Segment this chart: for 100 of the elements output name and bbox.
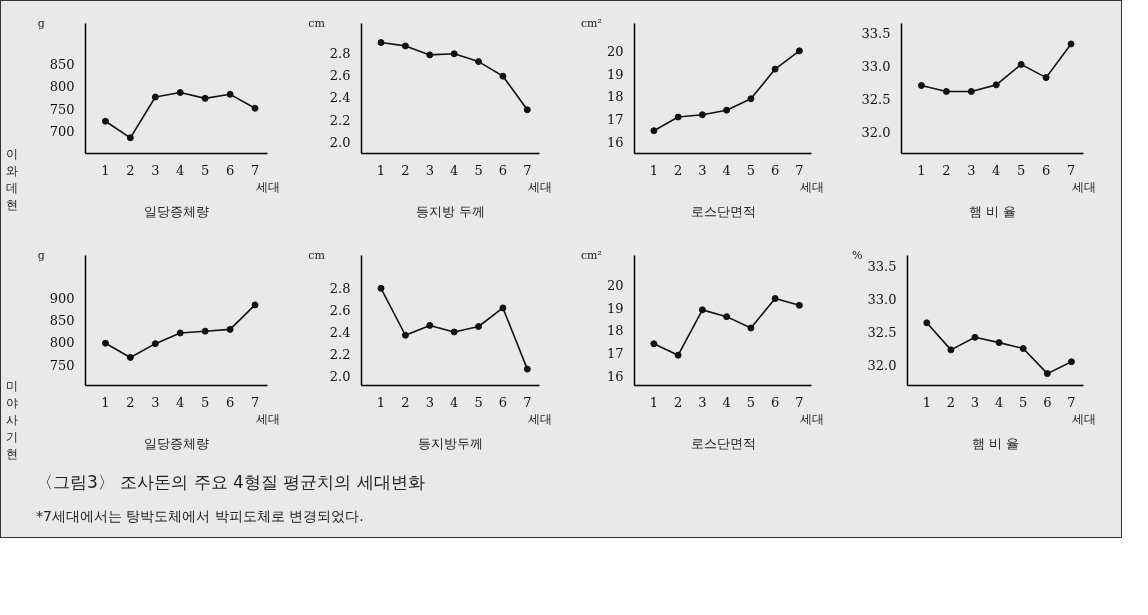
y-tick-label: 20 xyxy=(606,43,624,59)
x-tick-label: 5 xyxy=(746,162,756,178)
y-tick-label: 19 xyxy=(606,300,624,316)
point xyxy=(126,134,134,142)
point xyxy=(251,104,259,112)
point xyxy=(698,306,706,314)
x-tick-label: 4 xyxy=(722,394,731,410)
point xyxy=(201,94,209,102)
y-tick-label: 700 xyxy=(49,124,75,140)
y-axis-title: cm² xyxy=(580,17,602,30)
text: 〈그림3〉 조사돈의 주요 4형질 평균치의 세대변화 xyxy=(36,471,425,494)
text: *7세대에서는 탕박도체에서 박피도체로 변경되었다. xyxy=(36,507,364,526)
x-tick-label: 6 xyxy=(498,394,508,410)
point xyxy=(771,295,779,303)
point xyxy=(1067,40,1075,48)
point xyxy=(475,323,483,330)
x-tick-label: 5 xyxy=(474,394,483,410)
y-tick-label: 2.8 xyxy=(329,281,351,297)
point xyxy=(923,319,931,327)
point xyxy=(1019,345,1027,353)
y-tick-label: 33.5 xyxy=(861,26,891,42)
x-axis-title: 세대 xyxy=(255,411,280,426)
x-tick-label: 5 xyxy=(1017,162,1026,178)
x-tick-label: 3 xyxy=(151,162,160,178)
text: 일당증체량 xyxy=(144,435,209,451)
point xyxy=(1067,358,1075,366)
x-tick-label: 5 xyxy=(746,394,756,410)
point xyxy=(201,327,209,335)
x-tick-label: 6 xyxy=(1043,394,1052,410)
x-tick-label: 3 xyxy=(151,394,160,410)
x-tick-label: 7 xyxy=(795,162,804,178)
x-tick-label: 4 xyxy=(176,394,185,410)
point xyxy=(523,106,531,114)
x-tick-label: 7 xyxy=(250,394,260,410)
text: 등지방두께 xyxy=(418,435,483,451)
x-tick-label: 4 xyxy=(722,162,731,178)
point xyxy=(377,39,385,47)
point xyxy=(917,82,925,90)
y-axis-title: cm² xyxy=(580,249,602,262)
point xyxy=(226,325,234,333)
x-tick-label: 6 xyxy=(225,394,235,410)
x-tick-label: 1 xyxy=(649,162,659,178)
point xyxy=(176,329,184,337)
point xyxy=(151,93,159,101)
y-axis-title: cm xyxy=(308,249,326,262)
x-tick-label: 1 xyxy=(101,162,110,178)
y-tick-label: 2.2 xyxy=(329,112,351,128)
x-tick-label: 2 xyxy=(126,394,135,410)
x-tick-label: 1 xyxy=(649,394,659,410)
y-tick-label: 32.5 xyxy=(861,92,891,108)
x-tick-label: 1 xyxy=(922,394,931,410)
y-tick-label: 2.2 xyxy=(329,346,351,362)
x-tick-label: 6 xyxy=(770,162,780,178)
x-tick-label: 5 xyxy=(201,162,210,178)
point xyxy=(126,353,134,361)
point xyxy=(795,47,803,55)
point xyxy=(698,111,706,119)
y-tick-label: 2.8 xyxy=(329,45,351,61)
point xyxy=(747,324,755,332)
x-tick-label: 5 xyxy=(201,394,210,410)
y-tick-label: 900 xyxy=(49,290,75,306)
y-tick-label: 20 xyxy=(606,277,624,293)
y-axis-title: cm xyxy=(308,17,326,30)
x-tick-label: 6 xyxy=(225,162,235,178)
text: 미야사기현 xyxy=(6,378,18,463)
y-tick-label: 2.0 xyxy=(329,368,351,384)
y-axis-title: g xyxy=(37,17,45,30)
x-axis-title: 세대 xyxy=(1071,411,1096,426)
point xyxy=(226,90,234,98)
x-tick-label: 2 xyxy=(942,162,951,178)
point xyxy=(723,106,731,114)
point xyxy=(450,328,458,336)
x-tick-label: 6 xyxy=(498,162,508,178)
point xyxy=(426,321,434,329)
y-tick-label: 33.0 xyxy=(861,59,891,75)
y-tick-label: 19 xyxy=(606,66,624,82)
y-tick-label: 17 xyxy=(606,345,624,361)
y-tick-label: 32.0 xyxy=(861,125,891,141)
x-tick-label: 1 xyxy=(376,162,386,178)
y-axis-title: % xyxy=(852,249,863,262)
x-axis-title: 세대 xyxy=(527,179,552,194)
x-tick-label: 7 xyxy=(250,162,260,178)
x-axis-title: 세대 xyxy=(527,411,552,426)
text: 이와데현 xyxy=(6,146,18,214)
x-tick-label: 6 xyxy=(770,394,780,410)
x-tick-label: 6 xyxy=(1041,162,1051,178)
point xyxy=(101,339,109,347)
point xyxy=(101,117,109,125)
point xyxy=(176,89,184,97)
x-tick-label: 7 xyxy=(1066,162,1076,178)
y-tick-label: 800 xyxy=(49,335,75,351)
y-tick-label: 17 xyxy=(606,112,624,128)
x-tick-label: 4 xyxy=(994,394,1004,410)
y-tick-label: 18 xyxy=(606,323,624,339)
x-tick-label: 7 xyxy=(795,394,804,410)
x-tick-label: 2 xyxy=(126,162,135,178)
point xyxy=(971,333,979,341)
y-tick-label: 2.0 xyxy=(329,135,351,151)
y-tick-label: 850 xyxy=(49,313,75,329)
y-tick-label: 2.4 xyxy=(329,90,351,106)
